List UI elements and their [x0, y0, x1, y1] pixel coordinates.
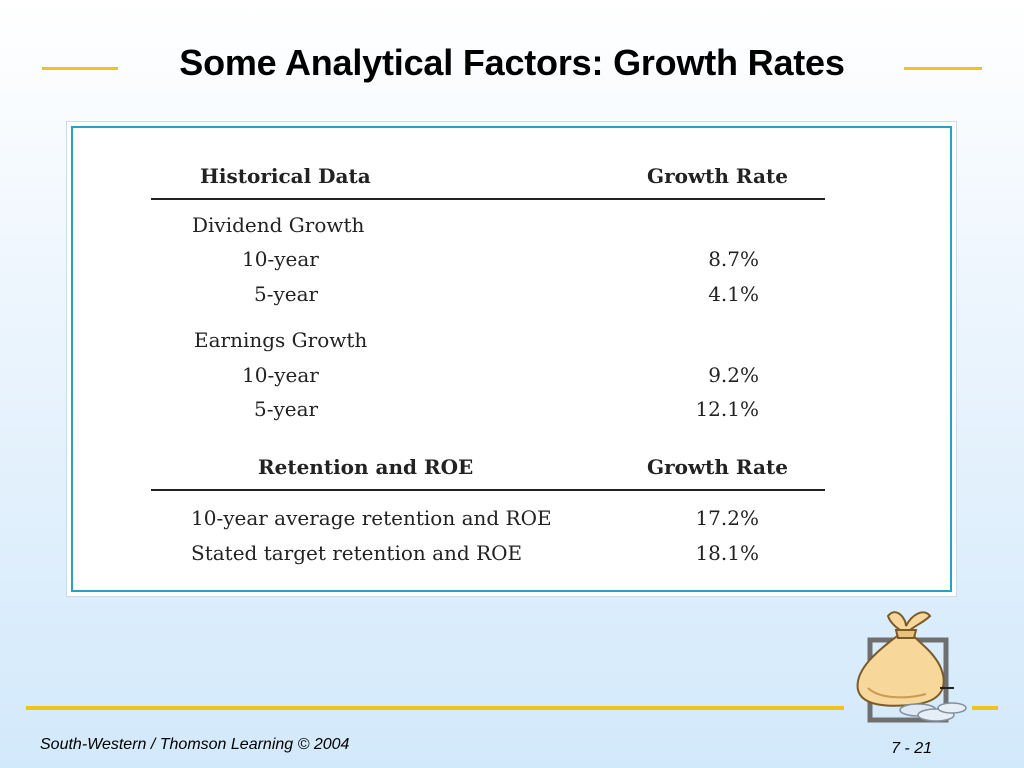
growth-rate-table-frame: Historical Data Growth Rate Dividend Gro…: [66, 121, 957, 597]
retention-row-label: 10-year average retention and ROE: [191, 506, 552, 530]
earnings-growth-label: Earnings Growth: [194, 328, 368, 352]
header-rule-2: [151, 489, 825, 491]
title-row: Some Analytical Factors: Growth Rates: [0, 40, 1024, 96]
dividend-row-value: 4.1%: [708, 282, 759, 306]
dividend-row-label: 10-year: [242, 247, 319, 271]
dividend-row-label: 5-year: [254, 282, 319, 306]
money-bag-with-coins-icon: [848, 600, 968, 730]
footer-copyright: South-Western / Thomson Learning © 2004: [40, 736, 350, 753]
growth-rate-table: Historical Data Growth Rate Dividend Gro…: [71, 126, 952, 592]
header-rule-1: [151, 198, 825, 200]
retention-row-value: 18.1%: [695, 541, 759, 565]
earnings-row-label: 5-year: [254, 397, 319, 421]
title-decor-line-right: [904, 67, 982, 70]
footer-decor-line-tail: [972, 706, 998, 710]
retention-roe-header: Retention and ROE: [258, 455, 474, 479]
dividend-growth-label: Dividend Growth: [192, 213, 365, 237]
title-decor-line-left: [42, 67, 118, 70]
retention-row-value: 17.2%: [695, 506, 759, 530]
earnings-row-value: 9.2%: [708, 363, 759, 387]
retention-row-label: Stated target retention and ROE: [191, 541, 523, 565]
dividend-row-value: 8.7%: [708, 247, 759, 271]
growth-rate-header-1: Growth Rate: [647, 164, 788, 188]
earnings-row-value: 12.1%: [695, 397, 759, 421]
page-number: 7 - 21: [891, 740, 932, 757]
growth-rate-header-2: Growth Rate: [647, 455, 788, 479]
historical-data-header: Historical Data: [200, 164, 371, 188]
footer-decor-line: [26, 706, 844, 710]
earnings-row-label: 10-year: [242, 363, 319, 387]
slide-title: Some Analytical Factors: Growth Rates: [179, 42, 845, 83]
